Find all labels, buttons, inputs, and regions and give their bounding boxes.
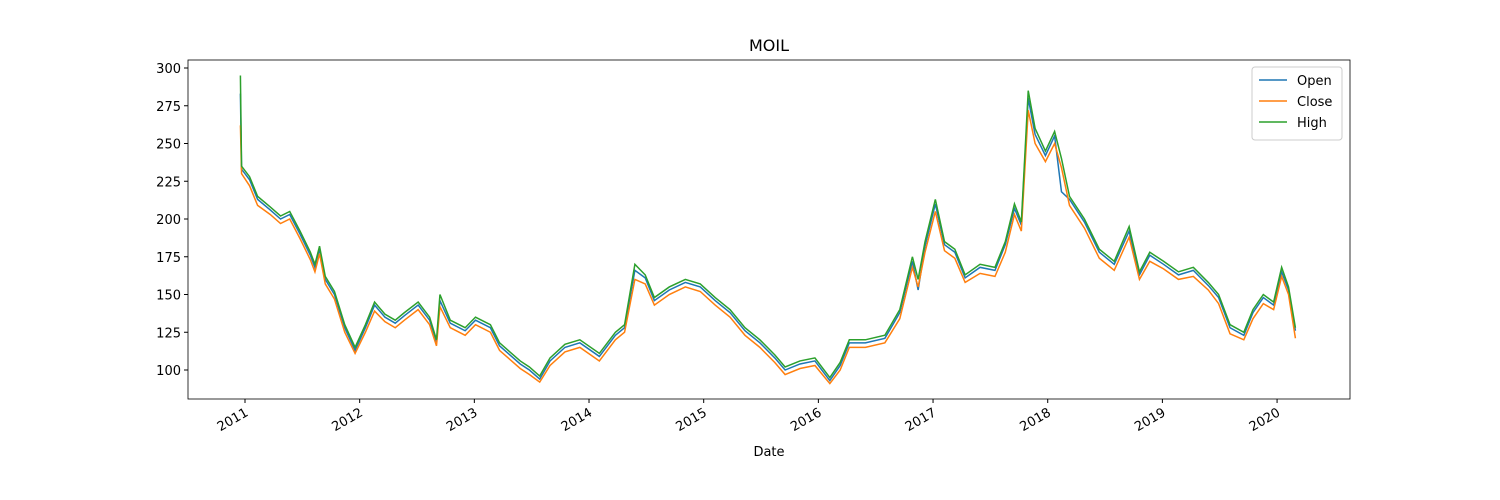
y-tick-label: 275 — [156, 100, 181, 115]
x-tick-label: 2016 — [788, 405, 824, 435]
x-tick-label: 2019 — [1132, 405, 1168, 435]
x-tick-label: 2015 — [674, 405, 710, 435]
y-tick-label: 150 — [156, 289, 181, 304]
y-tick-label: 250 — [156, 138, 181, 153]
x-tick-label: 2020 — [1247, 405, 1283, 435]
series-line — [239, 110, 1297, 385]
x-tick-label: 2013 — [444, 405, 480, 435]
y-tick-label: 125 — [156, 326, 181, 341]
y-tick-label: 300 — [156, 62, 181, 77]
y-tick-label: 200 — [156, 213, 181, 228]
x-tick-label: 2017 — [903, 405, 939, 435]
x-axis-label: Date — [753, 445, 784, 460]
legend-label: High — [1297, 116, 1327, 131]
x-tick-label: 2011 — [215, 405, 251, 435]
x-tick-label: 2012 — [330, 405, 366, 435]
chart-title: MOIL — [749, 36, 789, 55]
series-line — [239, 93, 1297, 382]
y-tick-label: 225 — [156, 175, 181, 190]
x-tick-label: 2018 — [1018, 405, 1054, 435]
x-tick-label: 2014 — [559, 405, 595, 435]
legend-label: Close — [1297, 95, 1332, 110]
plot-frame — [187, 59, 1351, 400]
y-tick-label: 175 — [156, 251, 181, 266]
series-line — [239, 75, 1297, 379]
legend-label: Open — [1297, 74, 1332, 89]
y-tick-label: 100 — [156, 364, 181, 379]
